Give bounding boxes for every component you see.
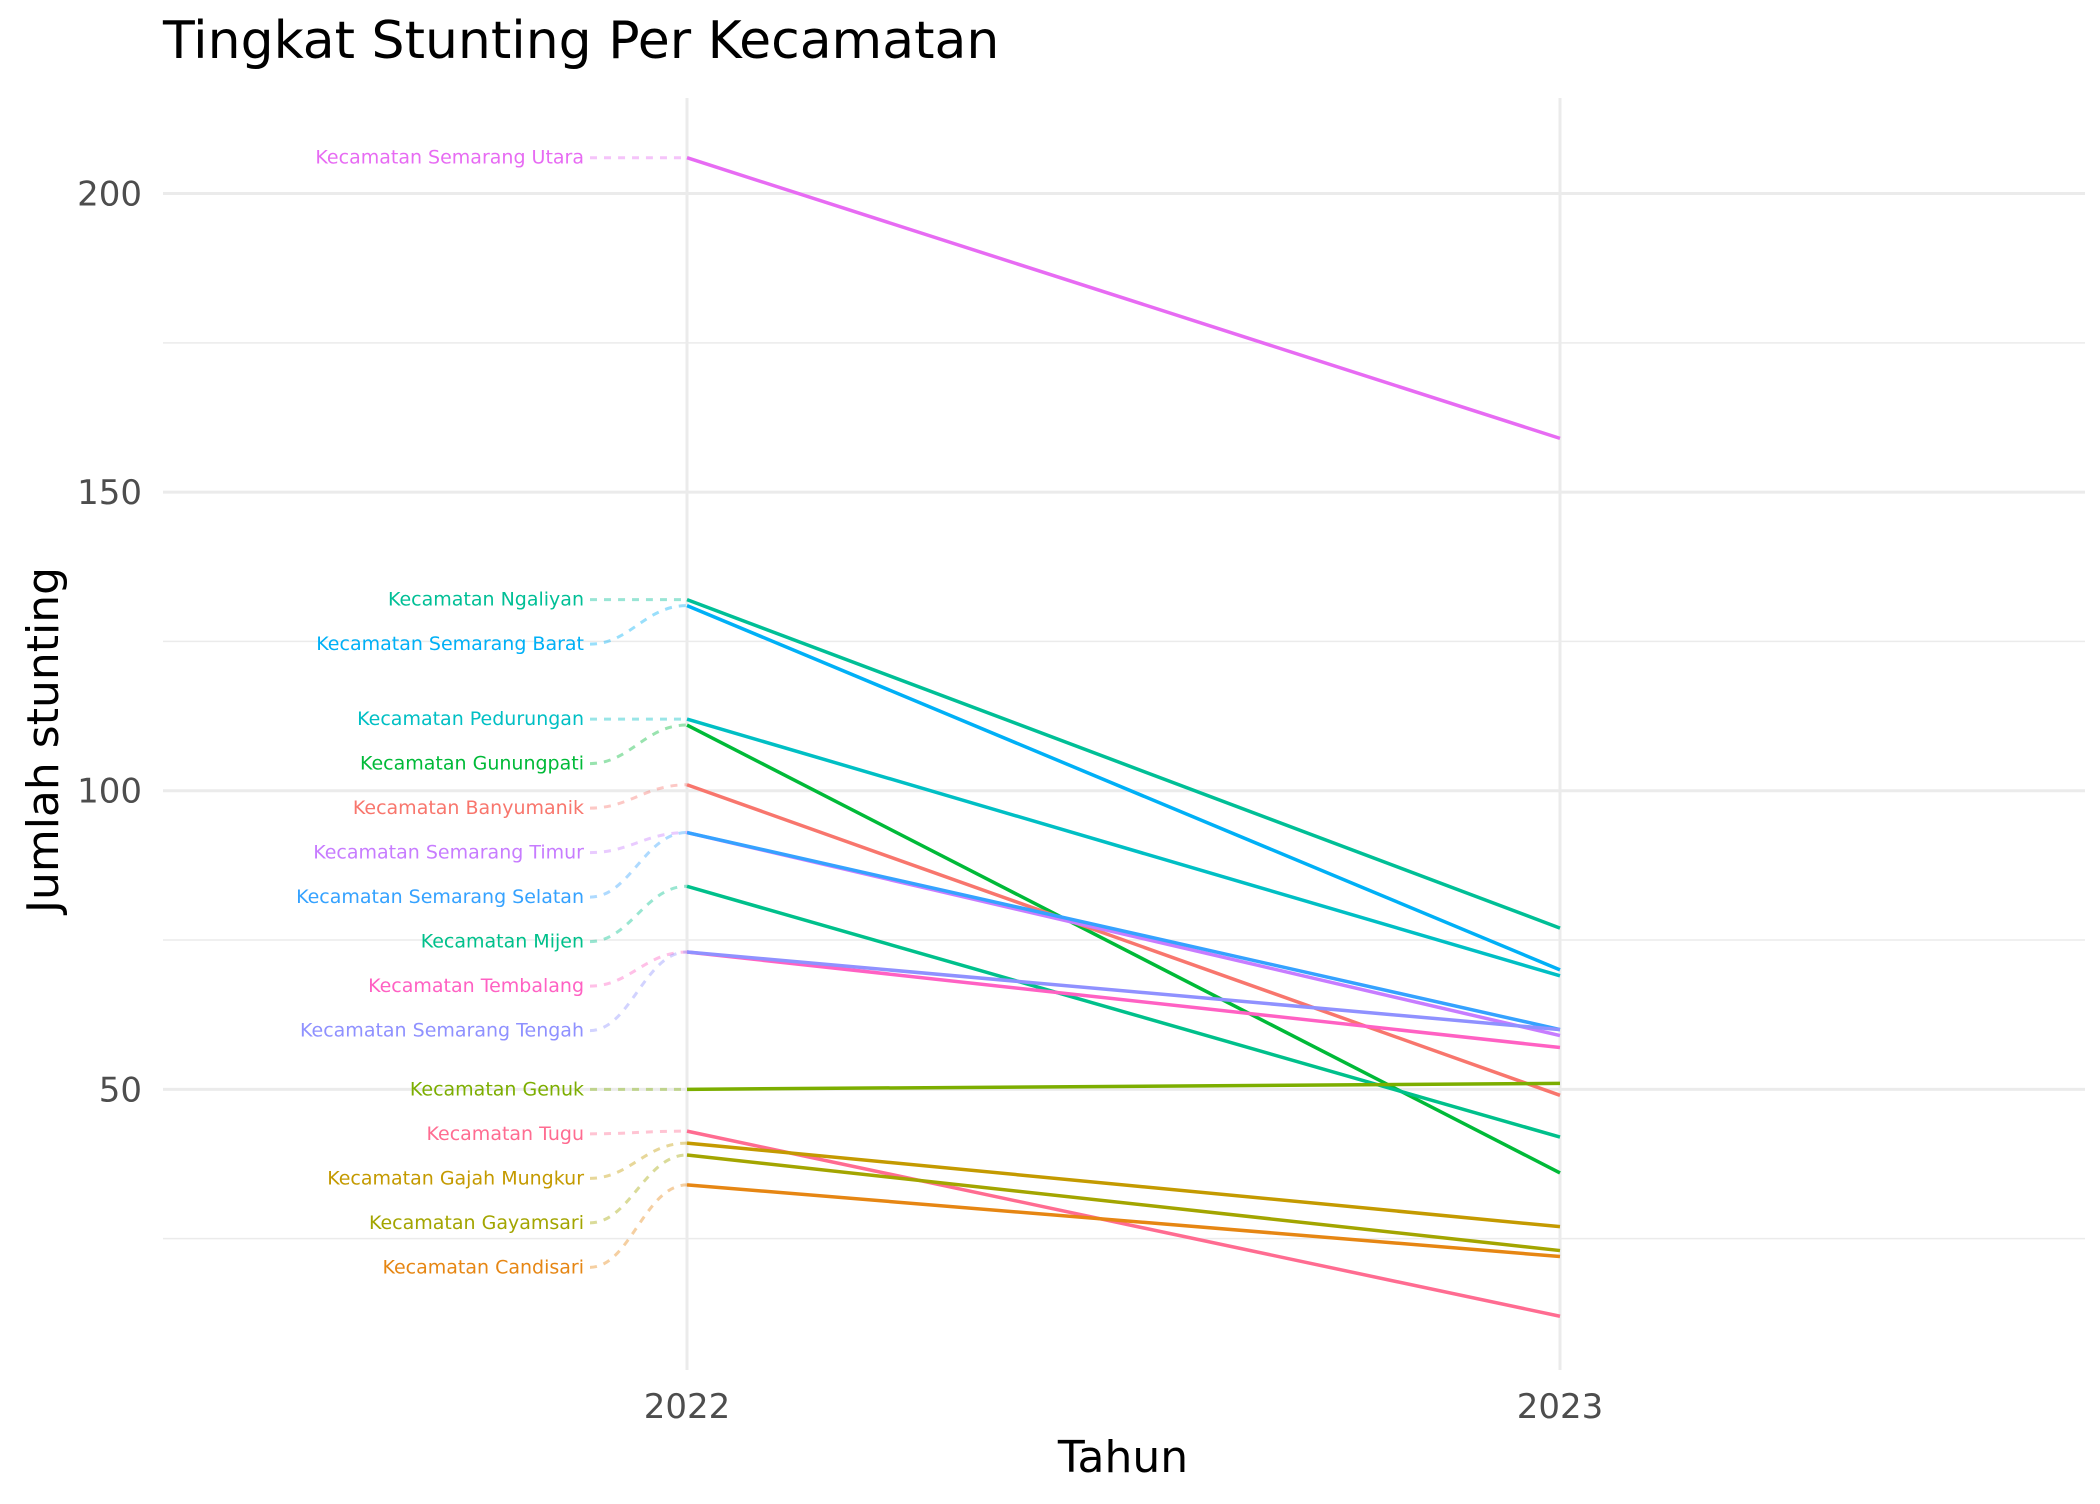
series-label-kecamatan-tugu: Kecamatan Tugu — [427, 1123, 584, 1145]
series-line-kecamatan-ngaliyan — [686, 597, 1561, 930]
series-label-kecamatan-gajah-mungkur: Kecamatan Gajah Mungkur — [327, 1167, 584, 1189]
label-connector — [589, 1183, 688, 1269]
y-tick-label: 150 — [77, 473, 142, 513]
label-connector — [589, 1153, 688, 1225]
series-line-kecamatan-banyumanik — [686, 783, 1561, 1097]
series-line-kecamatan-gajah-mungkur — [686, 1141, 1561, 1229]
series-line-kecamatan-gunungpati — [686, 723, 1561, 1175]
y-tick-label: 50 — [99, 1070, 142, 1110]
series-line-kecamatan-gayamsari — [686, 1153, 1561, 1253]
series-line-kecamatan-tembalang — [686, 950, 1561, 1050]
series-line-kecamatan-semarang-tengah — [686, 950, 1561, 1032]
series-lines — [686, 156, 1561, 1318]
label-connector — [589, 831, 688, 855]
x-tick-label: 2023 — [1517, 1387, 1604, 1427]
series-label-kecamatan-tembalang: Kecamatan Tembalang — [368, 975, 584, 997]
series-label-kecamatan-genuk: Kecamatan Genuk — [410, 1078, 584, 1100]
series-label-kecamatan-semarang-tengah: Kecamatan Semarang Tengah — [300, 1020, 584, 1042]
series-label-kecamatan-banyumanik: Kecamatan Banyumanik — [353, 797, 584, 819]
series-label-kecamatan-semarang-timur: Kecamatan Semarang Timur — [313, 842, 584, 864]
label-connector — [589, 884, 688, 944]
x-axis-ticks: 2022 2023 — [644, 1387, 1604, 1427]
label-connector — [589, 1141, 688, 1180]
series-line-kecamatan-genuk — [686, 1081, 1561, 1092]
grid-lines — [163, 98, 2085, 1370]
series-label-kecamatan-mijen: Kecamatan Mijen — [421, 931, 584, 953]
series-label-kecamatan-gayamsari: Kecamatan Gayamsari — [369, 1212, 584, 1234]
series-label-kecamatan-ngaliyan: Kecamatan Ngaliyan — [388, 589, 584, 611]
y-tick-label: 200 — [77, 175, 142, 215]
series-line-kecamatan-candisari — [686, 1183, 1561, 1259]
series-label-kecamatan-gunungpati: Kecamatan Gunungpati — [360, 753, 584, 775]
series-labels: Kecamatan Semarang Utara Kecamatan Ngaliy… — [296, 147, 688, 1278]
series-label-kecamatan-semarang-barat: Kecamatan Semarang Barat — [316, 633, 584, 655]
label-connector — [589, 950, 688, 988]
y-axis-ticks: 50 100 150 200 — [77, 175, 142, 1111]
chart-title: Tingkat Stunting Per Kecamatan — [162, 11, 999, 71]
y-axis-label: Jumlah stunting — [18, 567, 69, 916]
x-tick-label: 2022 — [644, 1387, 731, 1427]
label-connector — [589, 831, 688, 899]
series-line-kecamatan-pedurungan — [686, 717, 1561, 978]
series-line-kecamatan-semarang-utara — [686, 156, 1561, 441]
label-connector — [589, 950, 688, 1033]
series-line-kecamatan-semarang-selatan — [686, 830, 1561, 1032]
series-label-kecamatan-semarang-selatan: Kecamatan Semarang Selatan — [296, 886, 584, 908]
label-connector — [589, 1129, 688, 1136]
series-line-kecamatan-semarang-barat — [686, 603, 1561, 972]
y-tick-label: 100 — [77, 772, 142, 812]
series-label-kecamatan-semarang-utara: Kecamatan Semarang Utara — [315, 147, 584, 169]
series-line-kecamatan-tugu — [686, 1129, 1561, 1318]
label-connector — [589, 783, 688, 810]
series-label-kecamatan-candisari: Kecamatan Candisari — [382, 1256, 584, 1278]
series-label-kecamatan-pedurungan: Kecamatan Pedurungan — [357, 708, 584, 730]
series-line-kecamatan-mijen — [686, 884, 1561, 1139]
label-connector — [589, 604, 688, 646]
x-axis-label: Tahun — [1057, 1432, 1188, 1483]
label-connector — [589, 723, 688, 766]
